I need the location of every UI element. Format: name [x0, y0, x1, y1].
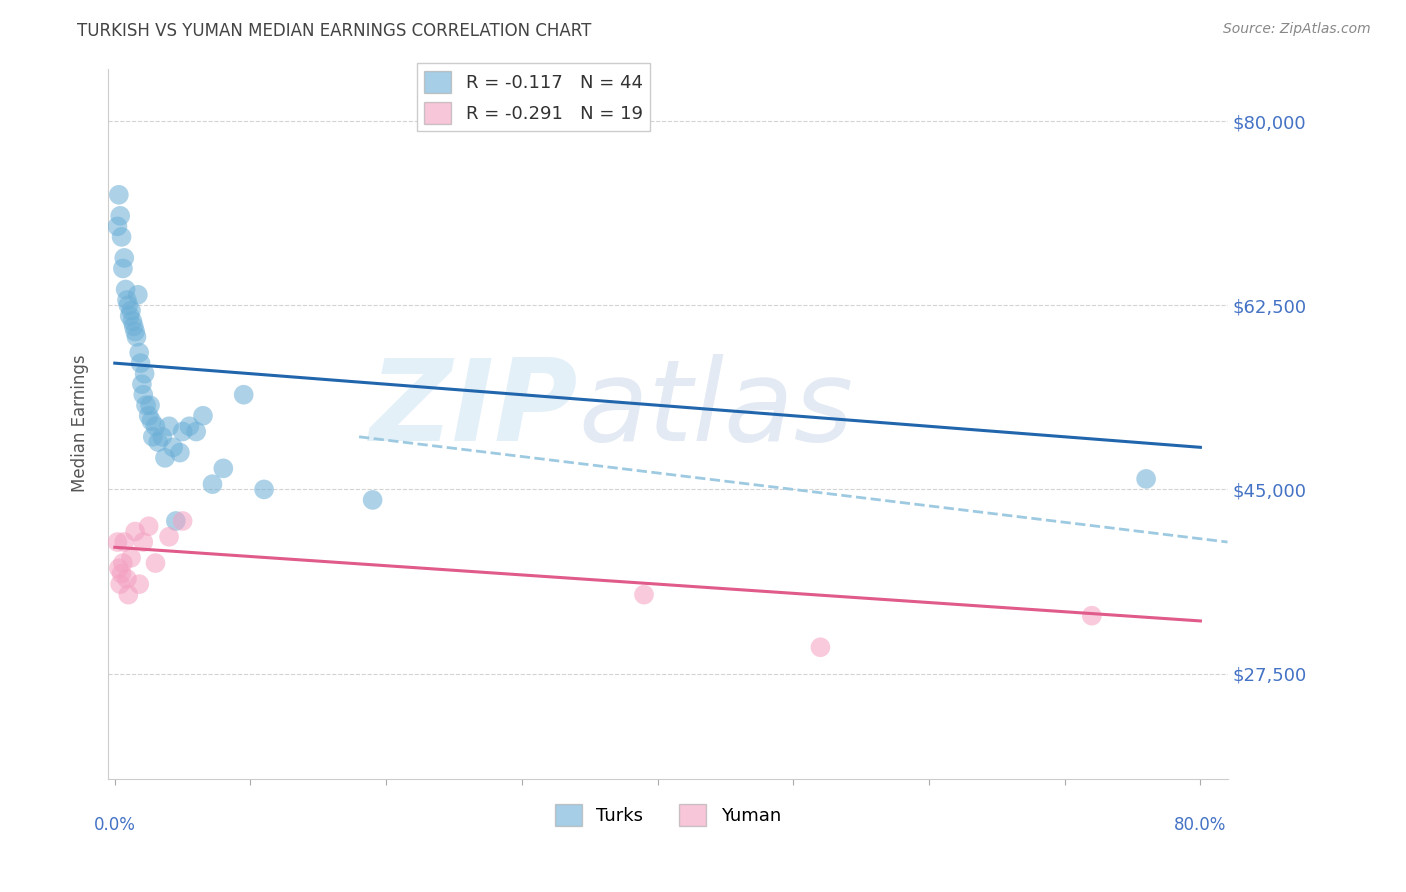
Legend: Turks, Yuman: Turks, Yuman [547, 797, 789, 834]
Point [112, 535, 135, 549]
Point [117, 588, 139, 602]
Point [132, 535, 155, 549]
Point [122, 319, 145, 334]
Point [157, 419, 180, 434]
Point [1081, 608, 1104, 623]
Point [124, 524, 146, 539]
Point [108, 577, 131, 591]
Point [150, 430, 173, 444]
Point [138, 519, 160, 533]
Point [157, 530, 180, 544]
Point [110, 566, 132, 581]
Point [108, 187, 131, 202]
Point [191, 409, 214, 423]
Point [1135, 472, 1157, 486]
Point [148, 435, 170, 450]
Text: atlas: atlas [578, 354, 853, 465]
Point [162, 440, 184, 454]
Point [128, 345, 150, 359]
Point [129, 356, 152, 370]
Point [633, 588, 655, 602]
Point [111, 556, 134, 570]
Point [110, 230, 132, 244]
Point [111, 261, 134, 276]
Point [172, 514, 194, 528]
Point [145, 556, 167, 570]
Point [253, 483, 276, 497]
Point [138, 409, 160, 423]
Point [108, 209, 131, 223]
Point [212, 461, 235, 475]
Point [115, 572, 138, 586]
Y-axis label: Median Earnings: Median Earnings [72, 355, 89, 492]
Point [179, 419, 201, 434]
Point [142, 430, 165, 444]
Point [120, 303, 142, 318]
Text: ZIP: ZIP [370, 354, 578, 465]
Point [361, 492, 384, 507]
Point [128, 577, 150, 591]
Point [134, 367, 156, 381]
Point [112, 251, 135, 265]
Point [810, 640, 832, 655]
Point [153, 450, 176, 465]
Point [165, 514, 187, 528]
Point [232, 388, 254, 402]
Text: Source: ZipAtlas.com: Source: ZipAtlas.com [1223, 22, 1371, 37]
Point [107, 219, 129, 234]
Point [201, 477, 224, 491]
Point [139, 398, 162, 412]
Text: 80.0%: 80.0% [1174, 815, 1226, 834]
Point [121, 314, 143, 328]
Point [117, 298, 139, 312]
Point [108, 561, 131, 575]
Point [141, 414, 163, 428]
Text: TURKISH VS YUMAN MEDIAN EARNINGS CORRELATION CHART: TURKISH VS YUMAN MEDIAN EARNINGS CORRELA… [77, 22, 592, 40]
Point [125, 330, 148, 344]
Point [135, 398, 157, 412]
Text: 0.0%: 0.0% [94, 815, 136, 834]
Point [118, 309, 141, 323]
Point [124, 325, 146, 339]
Point [132, 388, 155, 402]
Point [115, 293, 138, 307]
Point [131, 377, 153, 392]
Point [186, 425, 208, 439]
Point [145, 419, 167, 434]
Point [127, 287, 149, 301]
Point [107, 535, 129, 549]
Point [172, 425, 194, 439]
Point [120, 550, 142, 565]
Point [169, 445, 191, 459]
Point [114, 283, 136, 297]
